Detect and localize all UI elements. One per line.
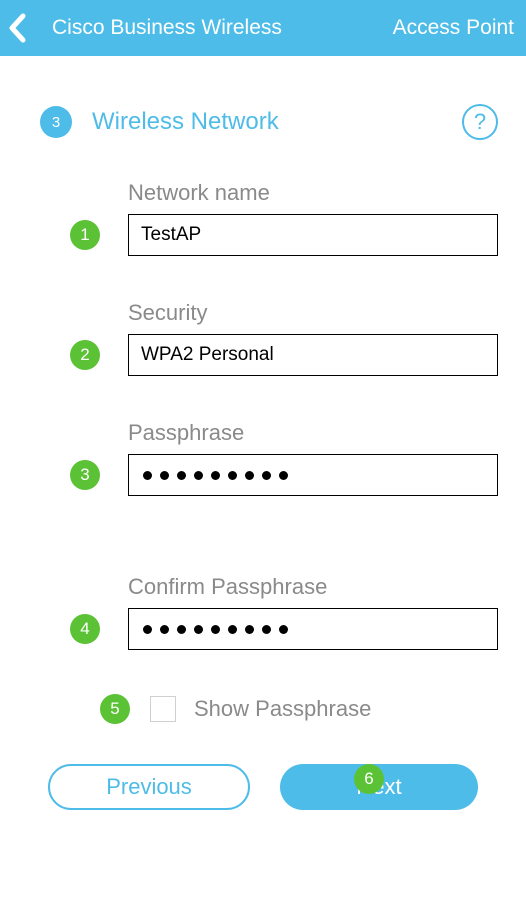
show-passphrase-row: 5 Show Passphrase xyxy=(70,694,498,724)
passphrase-label: Passphrase xyxy=(128,420,498,446)
password-mask xyxy=(141,625,288,634)
help-icon: ? xyxy=(474,109,486,135)
network-name-field: Network name 1 xyxy=(70,180,498,256)
network-name-input[interactable] xyxy=(128,214,498,256)
chevron-left-icon xyxy=(8,13,26,43)
header-title: Cisco Business Wireless xyxy=(52,16,393,40)
previous-button[interactable]: Previous xyxy=(48,764,250,810)
security-input[interactable] xyxy=(128,334,498,376)
help-button[interactable]: ? xyxy=(462,104,498,140)
annotation-badge-1: 1 xyxy=(70,220,100,250)
confirm-passphrase-field: Confirm Passphrase 4 xyxy=(70,574,498,650)
annotation-badge-4: 4 xyxy=(70,614,100,644)
step-badge: 3 xyxy=(40,106,72,138)
network-name-label: Network name xyxy=(128,180,498,206)
previous-button-label: Previous xyxy=(106,774,192,800)
form-area: Network name 1 Security 2 Passphrase 3 C… xyxy=(0,140,526,724)
confirm-passphrase-input[interactable] xyxy=(128,608,498,650)
section-header: 3 Wireless Network ? xyxy=(0,56,526,140)
confirm-passphrase-label: Confirm Passphrase xyxy=(128,574,498,600)
section-title: Wireless Network xyxy=(92,108,462,136)
password-mask xyxy=(141,471,288,480)
show-passphrase-label: Show Passphrase xyxy=(194,696,371,722)
app-header: Cisco Business Wireless Access Point xyxy=(0,0,526,56)
annotation-badge-6: 6 xyxy=(354,764,384,794)
security-label: Security xyxy=(128,300,498,326)
show-passphrase-checkbox[interactable] xyxy=(150,696,176,722)
annotation-badge-3: 3 xyxy=(70,460,100,490)
passphrase-input[interactable] xyxy=(128,454,498,496)
annotation-badge-5: 5 xyxy=(100,694,130,724)
header-subtitle: Access Point xyxy=(393,16,514,40)
back-button[interactable] xyxy=(8,13,48,43)
annotation-badge-2: 2 xyxy=(70,340,100,370)
security-field: Security 2 xyxy=(70,300,498,376)
passphrase-field: Passphrase 3 xyxy=(70,420,498,496)
button-section: 6 Previous Next xyxy=(0,764,526,810)
